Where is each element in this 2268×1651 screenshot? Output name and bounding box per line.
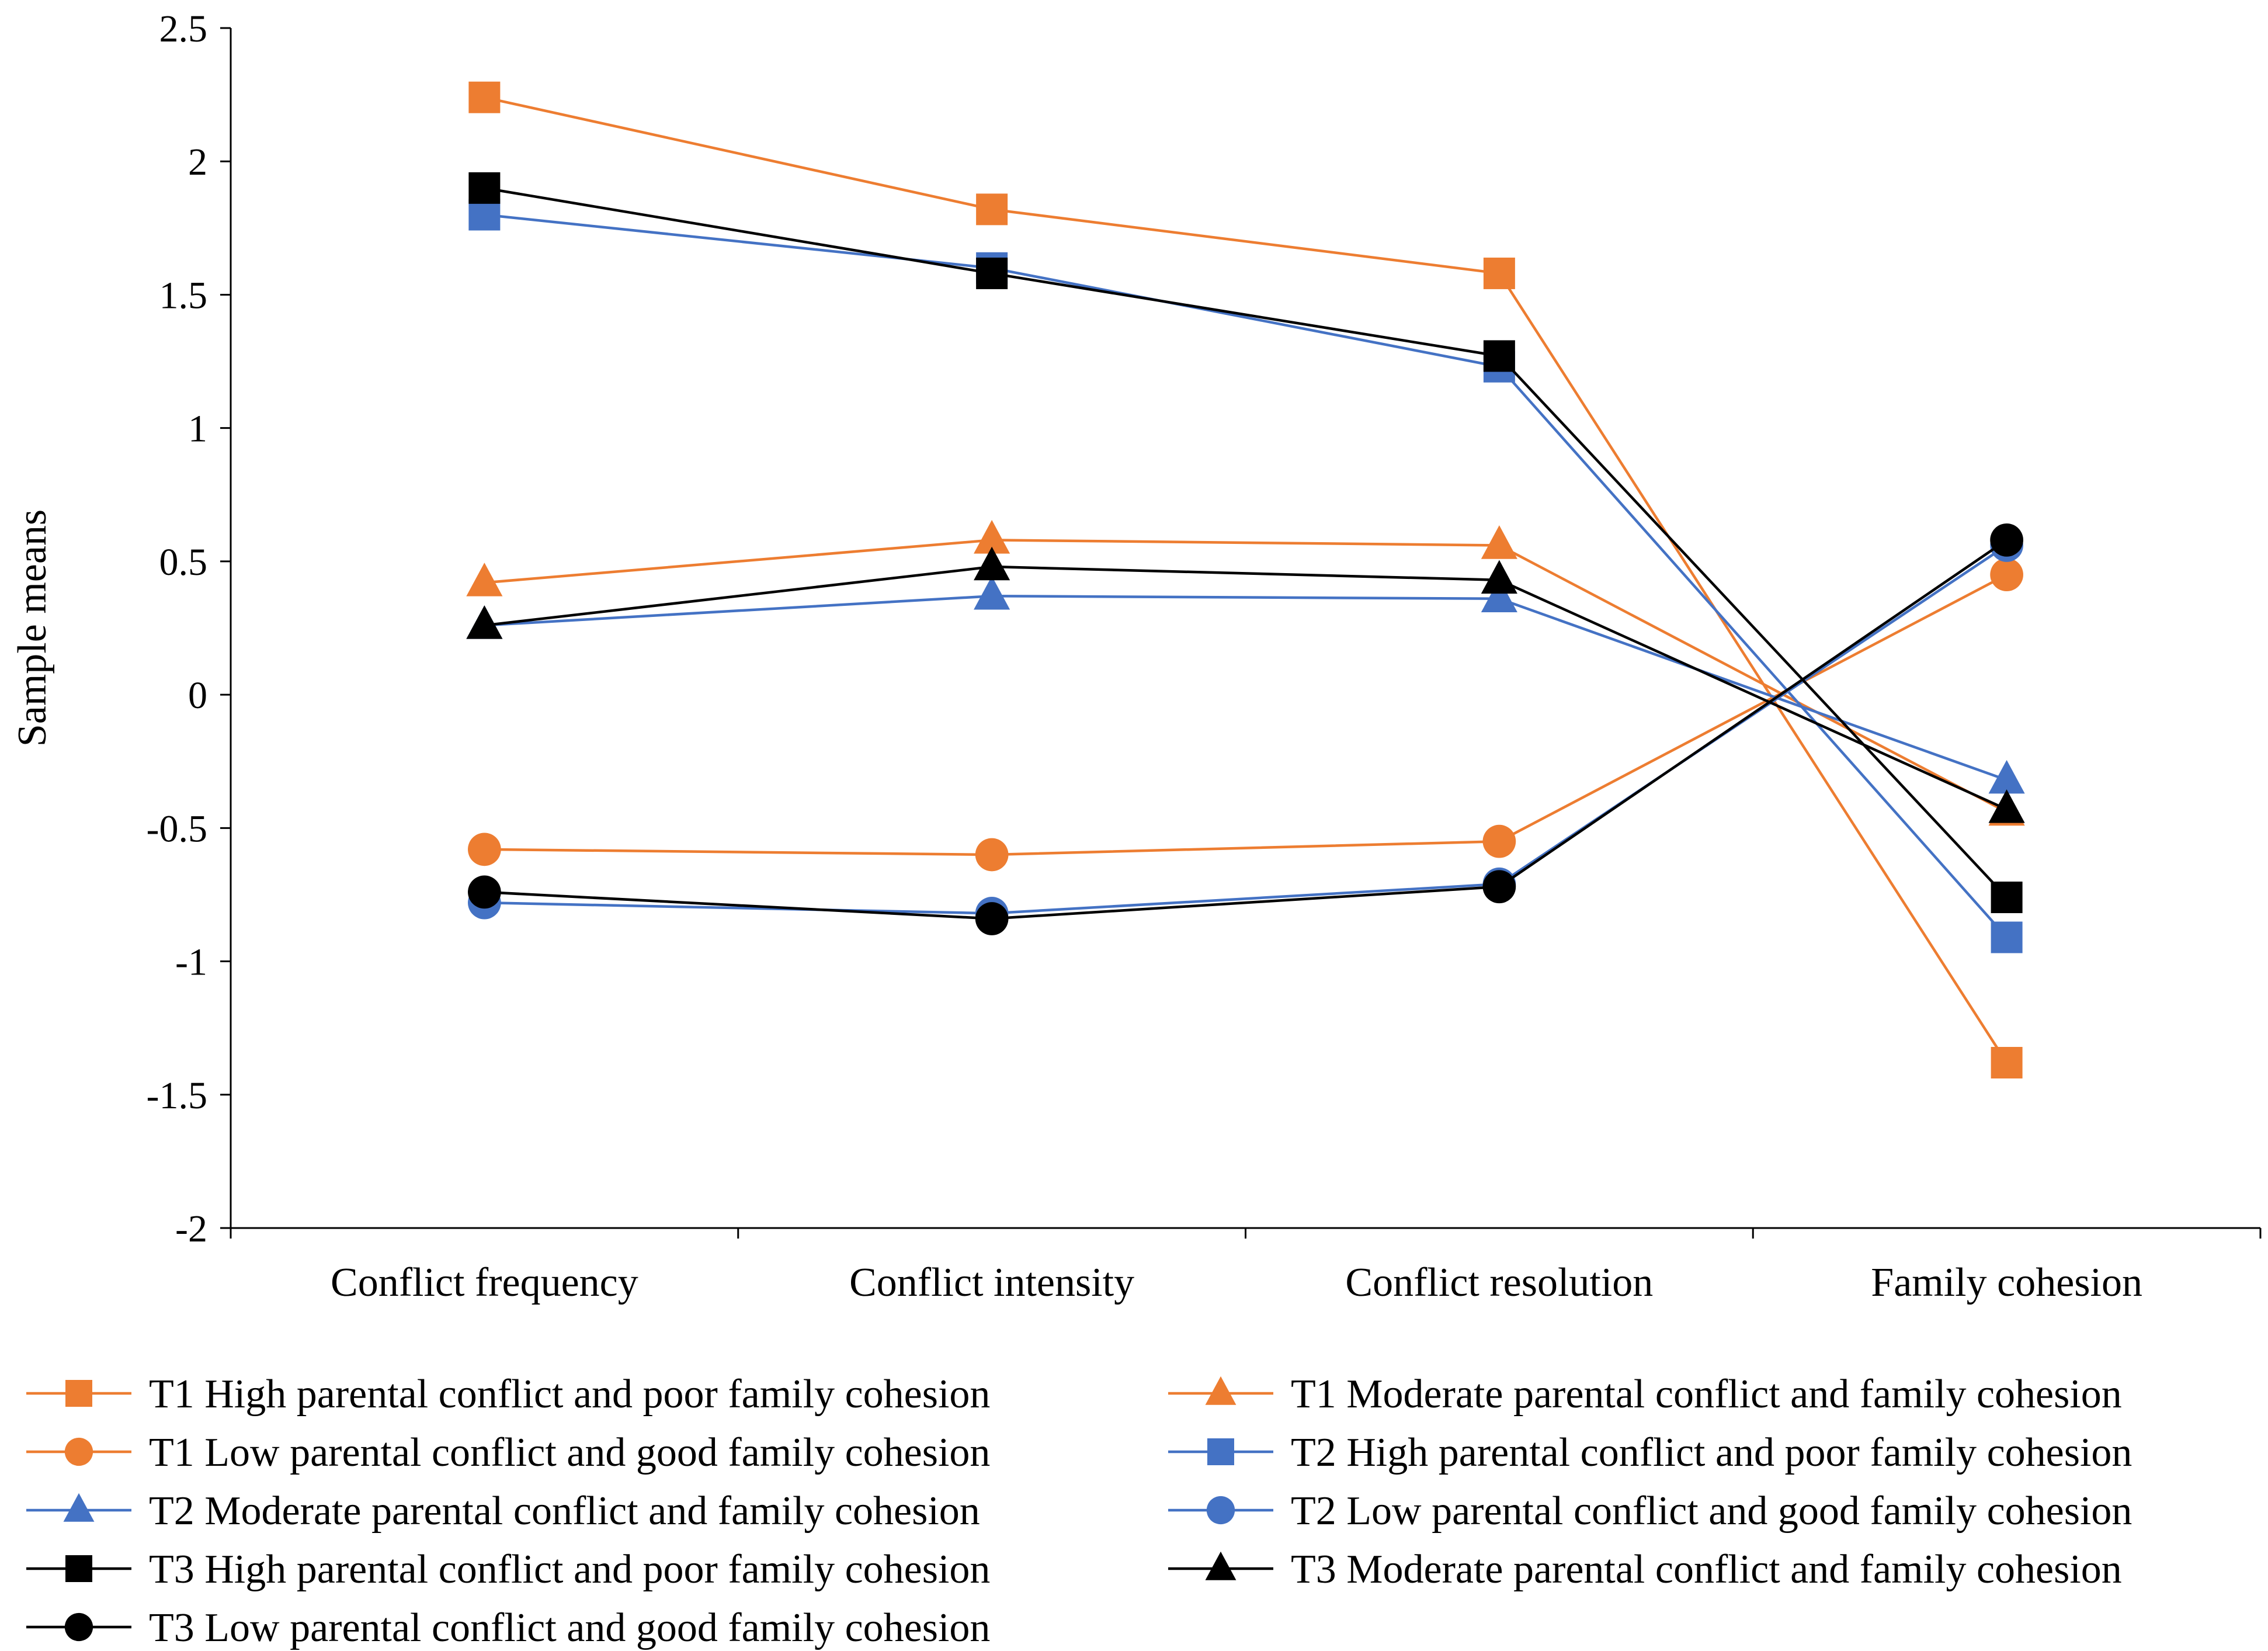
- legend-item: T2 Moderate parental conflict and family…: [26, 1489, 980, 1534]
- legend-marker-circle: [64, 1437, 93, 1466]
- legend-label: T3 Moderate parental conflict and family…: [1291, 1547, 2122, 1592]
- data-point-square: [468, 81, 501, 113]
- series-6: [468, 529, 2023, 930]
- x-category-label: Conflict intensity: [849, 1260, 1134, 1305]
- series-line: [484, 594, 2007, 782]
- y-tick-label: -2: [175, 1208, 207, 1250]
- legend-label: T2 Low parental conflict and good family…: [1291, 1489, 2132, 1534]
- legend-marker-square: [65, 1380, 92, 1407]
- data-point-circle: [1482, 824, 1516, 858]
- data-point-circle: [975, 838, 1009, 872]
- legend-marker-circle: [1206, 1496, 1235, 1525]
- series-line: [484, 539, 2007, 813]
- series-4: [468, 199, 2023, 953]
- legend-item: T1 Low parental conflict and good family…: [26, 1430, 990, 1475]
- legend-label: T3 Low parental conflict and good family…: [149, 1605, 990, 1650]
- data-point-triangle: [466, 605, 503, 639]
- data-point-circle: [1482, 870, 1516, 904]
- data-point-circle: [1990, 558, 2023, 592]
- y-tick-label: 2.5: [159, 8, 208, 50]
- series-3: [468, 558, 2023, 872]
- series-5: [466, 575, 2025, 794]
- data-point-triangle: [1481, 525, 1517, 559]
- y-tick-label: 0.5: [159, 541, 208, 584]
- data-point-square: [1483, 257, 1515, 289]
- legend-marker-square: [1207, 1438, 1234, 1465]
- y-tick-label: -1.5: [147, 1074, 207, 1117]
- series-line: [484, 186, 2008, 899]
- series-line: [484, 544, 2007, 915]
- series-1: [468, 81, 2023, 1079]
- data-point-square: [1991, 1047, 2023, 1079]
- series-9: [468, 523, 2023, 935]
- data-point-square: [1991, 921, 2023, 953]
- data-point-circle: [468, 833, 501, 866]
- data-point-square: [468, 199, 501, 231]
- legend-label: T3 High parental conflict and poor famil…: [149, 1547, 990, 1592]
- data-point-square: [468, 172, 501, 204]
- y-tick-label: 2: [188, 141, 207, 183]
- series-layer: [466, 81, 2025, 1079]
- y-tick-label: -1: [175, 941, 207, 984]
- data-point-square: [1483, 340, 1515, 372]
- data-point-triangle: [1481, 578, 1517, 613]
- y-tick-label: 0: [188, 674, 207, 717]
- series-line: [484, 96, 2008, 1064]
- legend-label: T2 High parental conflict and poor famil…: [1291, 1430, 2132, 1475]
- y-tick-label: 1: [188, 408, 207, 450]
- series-line: [484, 573, 2007, 856]
- legend-item: T1 High parental conflict and poor famil…: [26, 1372, 990, 1417]
- legend-item: T2 Low parental conflict and good family…: [1168, 1489, 2132, 1534]
- y-axis-title: Sample means: [10, 509, 55, 747]
- y-tick-label: 1.5: [159, 274, 208, 317]
- legend-marker-triangle: [63, 1493, 95, 1522]
- data-point-circle: [975, 902, 1009, 935]
- legend-marker-circle: [64, 1612, 93, 1642]
- data-point-square: [976, 257, 1008, 289]
- legend-item: T3 High parental conflict and poor famil…: [26, 1547, 990, 1592]
- legend-label: T1 Moderate parental conflict and family…: [1291, 1372, 2122, 1417]
- legend-item: T2 High parental conflict and poor famil…: [1168, 1430, 2132, 1475]
- data-point-circle: [1990, 523, 2023, 557]
- series-2: [466, 520, 2025, 826]
- series-line: [484, 539, 2007, 920]
- series-8: [466, 546, 2025, 823]
- data-point-square: [1991, 882, 2023, 914]
- legend-label: T2 Moderate parental conflict and family…: [149, 1489, 980, 1534]
- x-category-label: Conflict resolution: [1345, 1260, 1653, 1305]
- series-7: [468, 172, 2023, 914]
- data-point-triangle: [974, 546, 1010, 581]
- legend-label: T1 Low parental conflict and good family…: [149, 1430, 990, 1475]
- legend-label: T1 High parental conflict and poor famil…: [149, 1372, 990, 1417]
- data-point-triangle: [1988, 759, 2025, 794]
- x-category-label: Family cohesion: [1871, 1260, 2142, 1305]
- x-category-label: Conflict frequency: [331, 1260, 638, 1305]
- data-point-triangle: [1481, 560, 1517, 594]
- data-point-square: [976, 193, 1008, 226]
- legend-item: T3 Low parental conflict and good family…: [26, 1605, 990, 1650]
- data-point-circle: [468, 875, 501, 909]
- y-tick-label: -0.5: [147, 807, 207, 850]
- legend-item: T3 Moderate parental conflict and family…: [1168, 1547, 2122, 1592]
- data-point-triangle: [466, 563, 503, 596]
- legend: T1 High parental conflict and poor famil…: [26, 1372, 2132, 1650]
- data-point-triangle: [1988, 789, 2025, 823]
- legend-marker-square: [65, 1555, 92, 1582]
- data-point-triangle: [974, 520, 1010, 554]
- legend-item: T1 Moderate parental conflict and family…: [1168, 1372, 2122, 1417]
- legend-marker-triangle: [1205, 1551, 1237, 1580]
- series-line: [484, 213, 2008, 938]
- data-point-triangle: [974, 575, 1010, 610]
- legend-marker-triangle: [1205, 1376, 1237, 1405]
- series-line: [484, 565, 2007, 811]
- axes: 2.5 2 1.5 1 0.5 0 -0.5 -1 -1.5 -2 Conflict frequen…: [10, 8, 2262, 1305]
